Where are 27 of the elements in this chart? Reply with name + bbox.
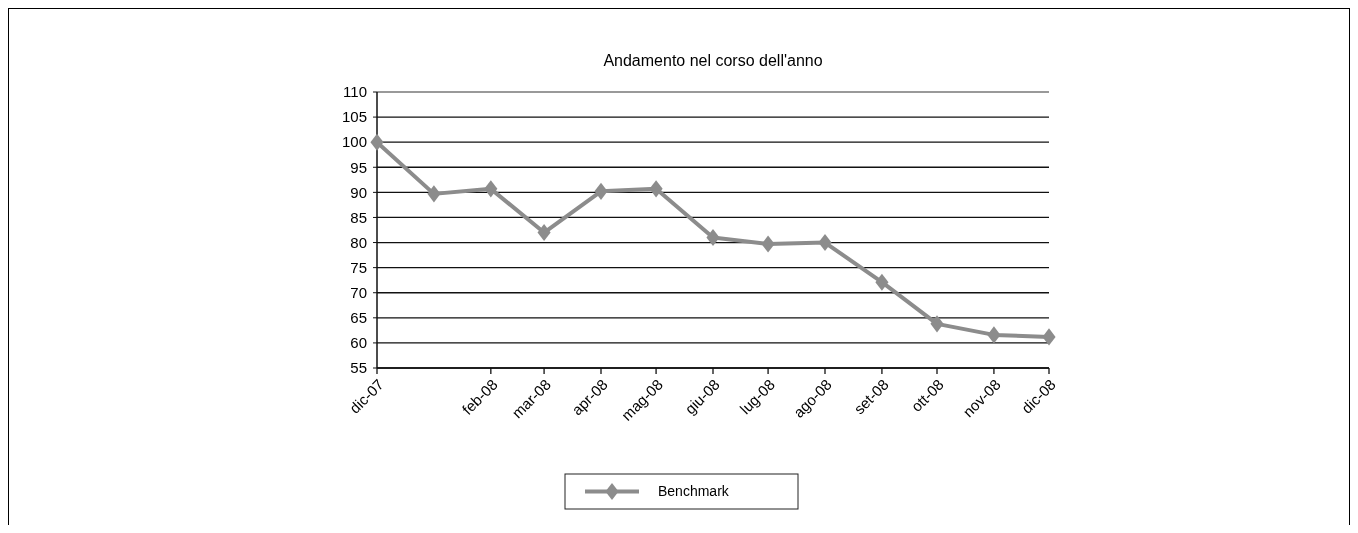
y-tick-label: 85 [350,208,367,226]
y-tick-label: 100 [341,133,367,151]
y-tick-label: 75 [350,258,367,276]
point [930,315,944,333]
point [537,223,551,242]
point [484,180,498,198]
point [427,185,441,203]
y-tick-label: 95 [350,158,367,176]
chart-title: Andamento nel corso dell'anno [603,52,823,69]
point [594,182,608,200]
y-tick-label: 110 [343,83,367,101]
point [875,273,889,291]
point [649,180,663,198]
point [706,228,720,247]
legend-label: Benchmark [658,483,730,500]
y-tick-label: 65 [350,309,367,327]
y-tick-label: 60 [350,334,367,352]
point [1042,328,1056,346]
point [987,326,1001,344]
y-tick-label: 105 [341,108,367,126]
point [761,235,775,253]
point [818,234,832,252]
point [370,133,384,151]
y-tick-label: 80 [350,233,367,251]
y-tick-label: 55 [350,359,367,377]
y-tick-label: 90 [350,183,367,201]
y-tick-label: 70 [350,283,367,301]
